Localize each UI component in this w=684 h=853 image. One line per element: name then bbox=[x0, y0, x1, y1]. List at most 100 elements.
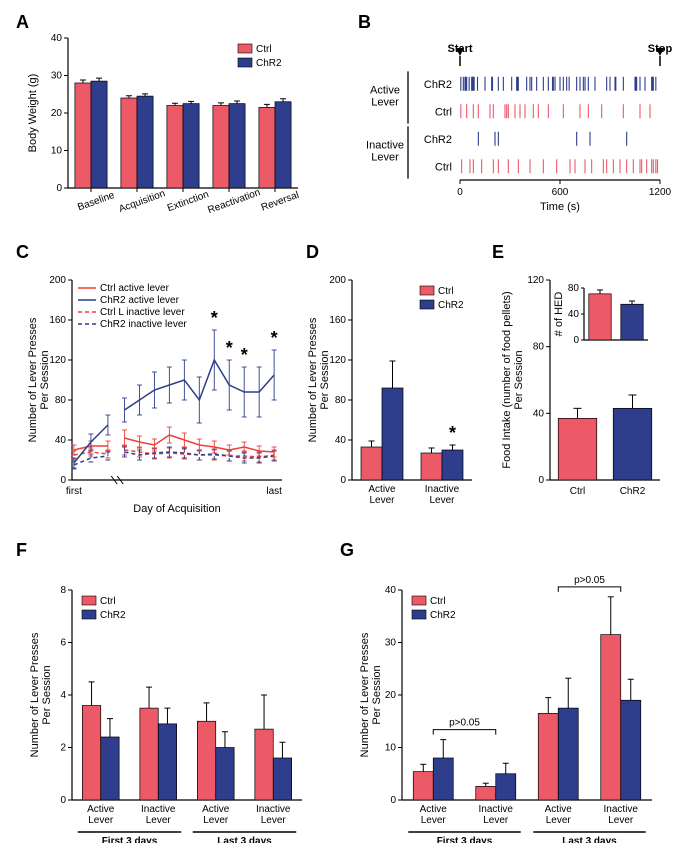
panel-c: 04080120160200Number of Lever PressesPer… bbox=[27, 275, 282, 515]
svg-text:0: 0 bbox=[573, 335, 579, 346]
svg-text:30: 30 bbox=[51, 71, 63, 82]
panel-g-label: G bbox=[340, 540, 354, 561]
svg-text:20: 20 bbox=[385, 690, 397, 701]
panel-a-label: A bbox=[16, 12, 29, 33]
panel-c-label: C bbox=[16, 242, 29, 263]
svg-text:Ctrl: Ctrl bbox=[570, 486, 586, 497]
svg-text:Ctrl: Ctrl bbox=[430, 596, 446, 607]
svg-text:*: * bbox=[241, 345, 248, 365]
svg-text:First 3 days: First 3 days bbox=[437, 836, 493, 843]
svg-text:120: 120 bbox=[49, 355, 66, 366]
svg-text:0: 0 bbox=[56, 183, 62, 194]
svg-text:Reactivation: Reactivation bbox=[206, 187, 261, 216]
svg-text:InactiveLever: InactiveLever bbox=[425, 484, 460, 506]
svg-text:Food Intake (number of food pe: Food Intake (number of food pellets)Per … bbox=[501, 291, 525, 468]
svg-text:40: 40 bbox=[533, 408, 545, 419]
figure-svg: 010203040Body Weight (g)BaselineAcquisit… bbox=[10, 10, 674, 843]
svg-text:ActiveLever: ActiveLever bbox=[368, 484, 396, 506]
svg-text:40: 40 bbox=[55, 435, 67, 446]
svg-text:1200: 1200 bbox=[649, 187, 672, 198]
svg-text:# of HED: # of HED bbox=[553, 292, 565, 337]
svg-text:*: * bbox=[449, 423, 456, 443]
svg-text:Ctrl: Ctrl bbox=[435, 106, 452, 118]
svg-text:First 3 days: First 3 days bbox=[102, 836, 158, 843]
svg-text:0: 0 bbox=[538, 475, 544, 486]
svg-text:4: 4 bbox=[60, 690, 66, 701]
svg-text:30: 30 bbox=[385, 638, 397, 649]
svg-text:*: * bbox=[211, 308, 218, 328]
svg-text:Number of Lever PressesPer Ses: Number of Lever PressesPer Session bbox=[307, 317, 331, 442]
svg-text:600: 600 bbox=[552, 187, 569, 198]
panel-f-label: F bbox=[16, 540, 27, 561]
svg-text:*: * bbox=[226, 338, 233, 358]
svg-text:p>0.05: p>0.05 bbox=[449, 718, 480, 729]
svg-text:ChR2: ChR2 bbox=[256, 58, 282, 69]
svg-text:Ctrl: Ctrl bbox=[256, 44, 272, 55]
svg-text:ChR2: ChR2 bbox=[424, 79, 452, 91]
svg-text:20: 20 bbox=[51, 108, 63, 119]
svg-text:Time (s): Time (s) bbox=[540, 201, 580, 213]
svg-text:InactiveLever: InactiveLever bbox=[366, 140, 404, 164]
svg-text:6: 6 bbox=[60, 638, 66, 649]
svg-text:0: 0 bbox=[457, 187, 463, 198]
svg-text:first: first bbox=[66, 486, 82, 497]
panel-g: 010203040Number of Lever PressesPer Sess… bbox=[359, 575, 652, 843]
svg-text:ChR2: ChR2 bbox=[438, 300, 464, 311]
svg-text:ActiveLever: ActiveLever bbox=[545, 804, 573, 826]
svg-text:Last 3 days: Last 3 days bbox=[562, 836, 617, 843]
svg-text:p>0.05: p>0.05 bbox=[574, 575, 605, 586]
panel-e-label: E bbox=[492, 242, 504, 263]
svg-text:0: 0 bbox=[60, 795, 66, 806]
svg-text:10: 10 bbox=[385, 743, 397, 754]
svg-text:ChR2: ChR2 bbox=[430, 610, 456, 621]
svg-text:Body Weight (g): Body Weight (g) bbox=[27, 74, 39, 153]
svg-text:120: 120 bbox=[329, 355, 346, 366]
svg-text:0: 0 bbox=[340, 475, 346, 486]
panel-f: 0 2 4 6 8 Number of Lever PressesPer Session A… bbox=[29, 585, 302, 843]
svg-text:160: 160 bbox=[329, 315, 346, 326]
svg-text:80: 80 bbox=[533, 342, 545, 353]
panel-b: 06001200Time (s)StartStopChR2CtrlChR2Ctr… bbox=[366, 43, 672, 213]
svg-text:80: 80 bbox=[568, 283, 580, 294]
svg-text:Baseline: Baseline bbox=[76, 190, 116, 214]
svg-text:ChR2: ChR2 bbox=[100, 610, 126, 621]
svg-text:160: 160 bbox=[49, 315, 66, 326]
svg-text:ChR2: ChR2 bbox=[620, 486, 646, 497]
svg-text:Extinction: Extinction bbox=[166, 189, 211, 214]
svg-text:ChR2: ChR2 bbox=[424, 134, 452, 146]
svg-text:InactiveLever: InactiveLever bbox=[256, 804, 291, 826]
svg-text:8: 8 bbox=[60, 585, 66, 596]
svg-text:ActiveLever: ActiveLever bbox=[370, 85, 400, 109]
svg-text:2: 2 bbox=[60, 743, 66, 754]
svg-text:40: 40 bbox=[385, 585, 397, 596]
svg-text:40: 40 bbox=[568, 309, 580, 320]
svg-text:ActiveLever: ActiveLever bbox=[420, 804, 448, 826]
svg-text:120: 120 bbox=[527, 275, 544, 286]
svg-text:Reversal: Reversal bbox=[260, 190, 301, 214]
svg-text:last: last bbox=[266, 486, 282, 497]
svg-text:Day of Acquisition: Day of Acquisition bbox=[133, 503, 220, 515]
panel-d: 04080120160200Number of Lever PressesPer… bbox=[307, 275, 472, 506]
svg-text:Number of Lever PressesPer Ses: Number of Lever PressesPer Session bbox=[27, 317, 51, 442]
svg-text:Acquisition: Acquisition bbox=[118, 188, 167, 215]
svg-text:ActiveLever: ActiveLever bbox=[202, 804, 230, 826]
svg-text:80: 80 bbox=[55, 395, 67, 406]
svg-text:10: 10 bbox=[51, 146, 63, 157]
svg-text:Ctrl: Ctrl bbox=[100, 596, 116, 607]
svg-text:200: 200 bbox=[49, 275, 66, 286]
figure-root: A B C D E F G 010203040Body Weight (g)Ba… bbox=[10, 10, 674, 843]
panel-d-label: D bbox=[306, 242, 319, 263]
svg-text:ChR2 active lever: ChR2 active lever bbox=[100, 295, 180, 306]
panel-a: 010203040Body Weight (g)BaselineAcquisit… bbox=[27, 33, 301, 216]
svg-text:200: 200 bbox=[329, 275, 346, 286]
svg-text:ActiveLever: ActiveLever bbox=[87, 804, 115, 826]
svg-text:Last 3 days: Last 3 days bbox=[217, 836, 272, 843]
svg-text:0: 0 bbox=[390, 795, 396, 806]
svg-text:InactiveLever: InactiveLever bbox=[479, 804, 514, 826]
svg-text:InactiveLever: InactiveLever bbox=[604, 804, 639, 826]
svg-text:Ctrl: Ctrl bbox=[438, 286, 454, 297]
panel-b-label: B bbox=[358, 12, 371, 33]
svg-text:40: 40 bbox=[335, 435, 347, 446]
svg-text:Ctrl active lever: Ctrl active lever bbox=[100, 283, 170, 294]
svg-text:Number of Lever PressesPer Ses: Number of Lever PressesPer Session bbox=[29, 632, 53, 757]
